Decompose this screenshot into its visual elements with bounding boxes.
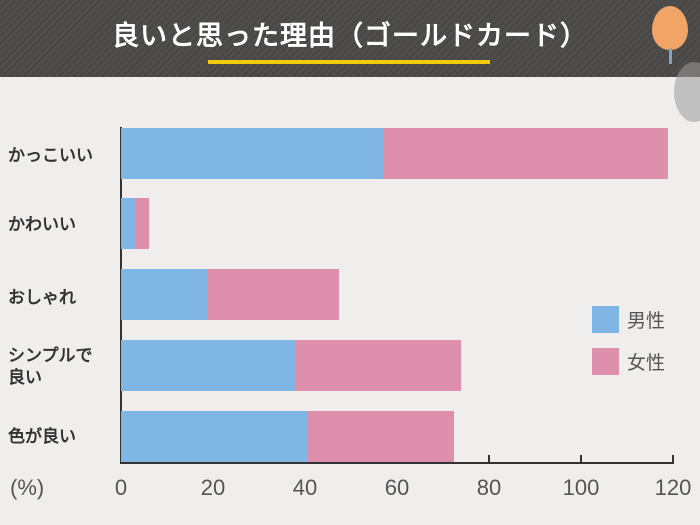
legend-swatch-female — [592, 348, 619, 375]
bar-row — [121, 269, 340, 320]
x-tick-label: 100 — [562, 475, 600, 500]
category-label-line1: シンプルで — [8, 346, 93, 366]
character-shadow-icon — [674, 62, 700, 122]
x-tick — [672, 455, 674, 463]
bar-segment-male — [121, 128, 384, 179]
bar-segment-male — [121, 269, 209, 320]
x-axis — [120, 462, 674, 464]
x-tick — [580, 455, 582, 463]
chart-title: 良いと思った理由（ゴールドカード） — [112, 21, 588, 52]
x-tick-label: 120 — [654, 475, 692, 500]
x-tick-label: 0 — [114, 475, 128, 500]
x-tick-label: 40 — [292, 475, 318, 500]
category-label: シンプルで 良い — [8, 345, 118, 389]
x-tick-label: 20 — [200, 475, 226, 500]
bar-row — [121, 340, 462, 391]
category-label: かわいい — [8, 215, 76, 235]
bar-segment-female — [295, 340, 462, 391]
category-label: 色が良い — [8, 427, 76, 447]
bar-segment-male — [121, 198, 135, 249]
bar-segment-female — [307, 411, 455, 462]
category-label: かっこいい — [8, 146, 93, 166]
bar-segment-female — [134, 198, 149, 249]
x-tick — [488, 455, 490, 463]
bar-segment-female — [208, 269, 340, 320]
legend-label: 男性 — [627, 310, 666, 332]
category-label-line2: 良い — [8, 368, 42, 388]
balloon-icon — [652, 6, 688, 50]
legend-label: 女性 — [627, 352, 666, 374]
bar-segment-female — [383, 128, 669, 179]
category-label: おしゃれ — [8, 288, 76, 308]
balloon-string — [669, 48, 672, 64]
stacked-bar-chart: 0 20 40 60 80 100 120 (%) かっこいい かわいい おしゃれ シンプル… — [0, 77, 700, 525]
bar-row — [121, 411, 455, 462]
x-tick-label: 80 — [476, 475, 502, 500]
bar-segment-male — [121, 411, 308, 462]
x-axis-unit: (%) — [10, 475, 45, 500]
header-banner: 良いと思った理由（ゴールドカード） — [0, 0, 700, 77]
title-underline — [208, 60, 490, 64]
legend-item-female: 女性 — [592, 348, 665, 375]
x-tick-label: 60 — [384, 475, 410, 500]
legend-swatch-male — [592, 306, 619, 333]
legend-item-male: 男性 — [592, 306, 665, 333]
bar-row — [121, 198, 149, 249]
bar-row — [121, 128, 669, 179]
bar-segment-male — [121, 340, 296, 391]
